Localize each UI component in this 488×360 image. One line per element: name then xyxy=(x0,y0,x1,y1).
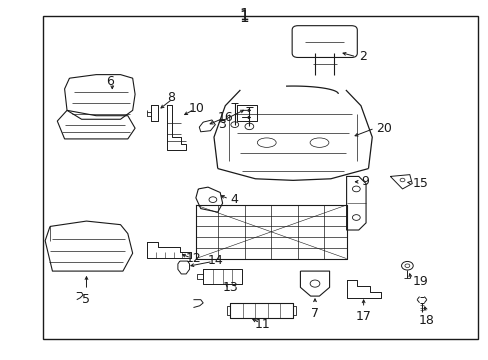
Text: 9: 9 xyxy=(361,175,368,188)
Text: 2: 2 xyxy=(358,50,366,63)
Bar xyxy=(42,16,477,339)
Text: 20: 20 xyxy=(375,122,391,135)
Text: 14: 14 xyxy=(207,254,224,267)
Text: 17: 17 xyxy=(355,310,371,323)
Text: 15: 15 xyxy=(411,177,427,190)
Text: 6: 6 xyxy=(106,75,114,88)
Text: 4: 4 xyxy=(229,193,237,206)
Text: 10: 10 xyxy=(188,102,204,115)
Text: 7: 7 xyxy=(310,307,318,320)
Text: 11: 11 xyxy=(254,318,269,331)
Text: 1: 1 xyxy=(239,10,249,24)
Text: 16: 16 xyxy=(217,111,233,124)
Text: 5: 5 xyxy=(82,293,90,306)
Text: 19: 19 xyxy=(411,275,427,288)
Text: 1: 1 xyxy=(239,8,249,23)
Text: 12: 12 xyxy=(186,252,202,265)
Text: 8: 8 xyxy=(166,91,174,104)
Text: 3: 3 xyxy=(217,118,225,131)
Text: 13: 13 xyxy=(222,281,238,294)
Text: 18: 18 xyxy=(418,314,434,327)
